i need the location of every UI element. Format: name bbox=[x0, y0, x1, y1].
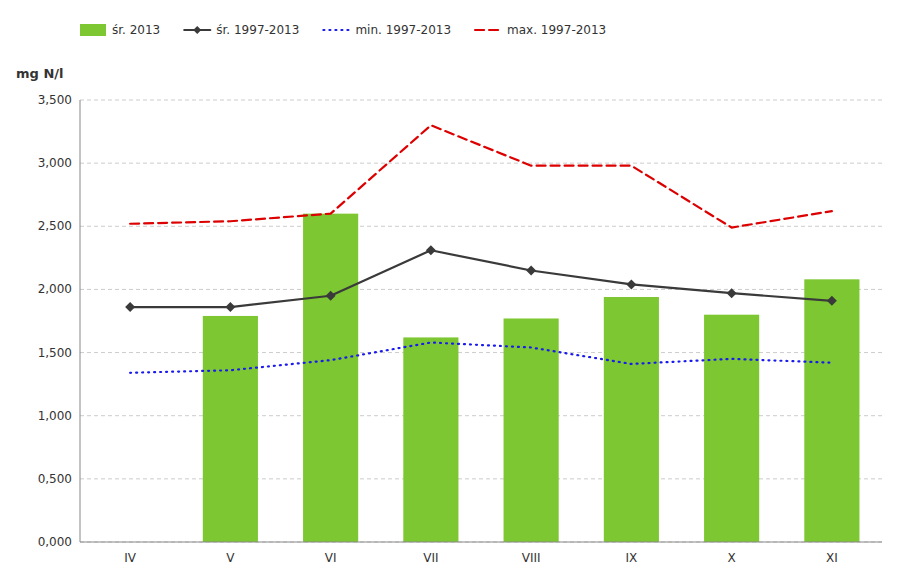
legend-marker bbox=[193, 26, 201, 34]
y-axis-line bbox=[80, 100, 81, 542]
series-line bbox=[130, 342, 832, 372]
grid-line bbox=[80, 478, 882, 479]
bar bbox=[203, 316, 258, 542]
y-axis-label: mg N/l bbox=[16, 66, 63, 81]
y-axis: 0,000 0,500 1,000 1,500 2,000 2,500 3,000 3,500 bbox=[38, 93, 72, 549]
y-tick-label: 1,000 bbox=[38, 409, 72, 423]
legend-item: śr. 2013 bbox=[80, 23, 160, 37]
legend-swatch bbox=[80, 24, 106, 36]
bar bbox=[403, 337, 458, 542]
x-tick-label: IV bbox=[124, 551, 137, 565]
legend-item: max. 1997-2013 bbox=[475, 23, 606, 37]
line bbox=[130, 342, 832, 372]
grid-line bbox=[80, 542, 882, 543]
legend-item: śr. 1997-2013 bbox=[184, 23, 299, 37]
line bbox=[130, 250, 832, 307]
chart: 0,000 0,500 1,000 1,500 2,000 2,500 3,000 3,500… bbox=[0, 0, 906, 586]
grid-line bbox=[80, 100, 882, 101]
x-tick-label: IX bbox=[625, 551, 637, 565]
y-tick-label: 2,000 bbox=[38, 282, 72, 296]
marker bbox=[125, 302, 135, 312]
marker bbox=[626, 279, 636, 289]
series-bar bbox=[203, 214, 860, 542]
x-tick-label: X bbox=[728, 551, 736, 565]
grid-line bbox=[80, 289, 882, 290]
legend-label: min. 1997-2013 bbox=[355, 23, 451, 37]
bar bbox=[504, 318, 559, 542]
bar bbox=[303, 214, 358, 542]
y-tick-label: 3,000 bbox=[38, 156, 72, 170]
bar bbox=[804, 279, 859, 542]
legend-swatch bbox=[475, 29, 501, 31]
x-tick-label: VIII bbox=[522, 551, 541, 565]
grid-line bbox=[80, 352, 882, 353]
marker bbox=[426, 245, 436, 255]
legend-label: śr. 1997-2013 bbox=[216, 23, 299, 37]
plot-area bbox=[125, 125, 859, 542]
y-tick-label: 3,500 bbox=[38, 93, 72, 107]
marker bbox=[526, 265, 536, 275]
legend-swatch bbox=[323, 29, 349, 31]
y-tick-label: 2,500 bbox=[38, 219, 72, 233]
x-tick-label: VII bbox=[423, 551, 438, 565]
y-tick-label: 1,500 bbox=[38, 346, 72, 360]
x-tick-label: VI bbox=[325, 551, 337, 565]
grid bbox=[80, 100, 882, 542]
bar bbox=[604, 297, 659, 542]
x-axis: IV V VI VII VIII IX X XI bbox=[124, 551, 838, 565]
y-tick-label: 0,500 bbox=[38, 472, 72, 486]
legend-label: śr. 2013 bbox=[112, 23, 160, 37]
series-line bbox=[130, 125, 832, 227]
grid-line bbox=[80, 163, 882, 164]
legend-item: min. 1997-2013 bbox=[323, 23, 451, 37]
x-tick-label: XI bbox=[826, 551, 838, 565]
bar bbox=[704, 315, 759, 542]
marker bbox=[225, 302, 235, 312]
marker bbox=[827, 296, 837, 306]
x-axis-line bbox=[80, 542, 882, 543]
grid-line bbox=[80, 226, 882, 227]
grid-line bbox=[80, 415, 882, 416]
legend: śr. 2013 śr. 1997-2013 min. 1997-2013 max. … bbox=[80, 23, 606, 37]
legend-label: max. 1997-2013 bbox=[507, 23, 606, 37]
marker bbox=[326, 291, 336, 301]
series-line bbox=[125, 245, 837, 312]
y-tick-label: 0,000 bbox=[38, 535, 72, 549]
line bbox=[130, 125, 832, 227]
marker bbox=[727, 288, 737, 298]
x-tick-label: V bbox=[226, 551, 235, 565]
